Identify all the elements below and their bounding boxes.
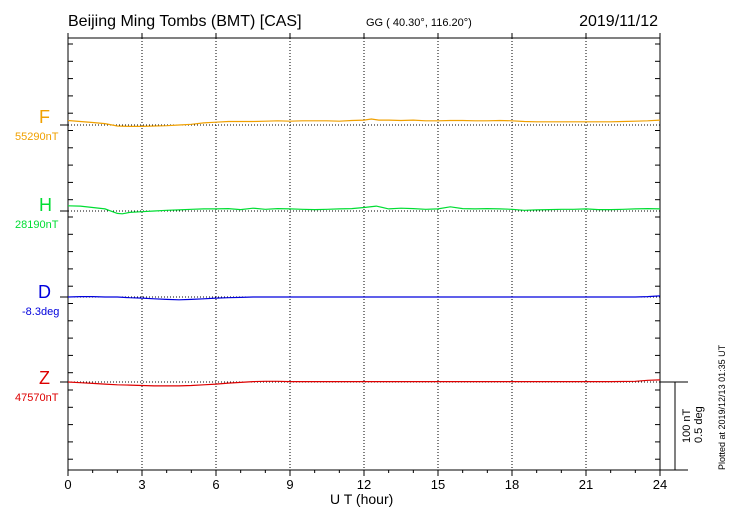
series-baseline-z: 47570nT [15, 392, 59, 404]
x-tick-label: 9 [286, 477, 293, 492]
series-line-f [67, 118, 661, 128]
x-tick-label: 21 [579, 477, 593, 492]
series-line-h [67, 205, 661, 215]
x-tick-label: 24 [653, 477, 667, 492]
station-title: Beijing Ming Tombs (BMT) [CAS] [68, 13, 302, 30]
series-line-d [67, 295, 661, 301]
x-tick-label: 0 [64, 477, 71, 492]
series-baseline-d: -8.3deg [22, 306, 60, 318]
series-baseline-f: 55290nT [15, 131, 59, 143]
x-tick-label: 18 [505, 477, 519, 492]
series-name-h: H [39, 195, 52, 215]
x-axis-label: U T (hour) [330, 491, 394, 507]
series-line-z [67, 379, 661, 387]
x-tick-label: 6 [212, 477, 219, 492]
station-coordinates: GG ( 40.30°, 116.20°) [366, 17, 472, 29]
series-name-f: F [39, 107, 50, 127]
series-baseline-h: 28190nT [15, 219, 59, 231]
x-tick-label: 15 [431, 477, 445, 492]
plot-date: 2019/11/12 [579, 13, 658, 30]
series-name-z: Z [39, 368, 50, 388]
series-name-d: D [38, 282, 51, 302]
x-tick-label: 3 [138, 477, 145, 492]
x-tick-label: 12 [357, 477, 371, 492]
